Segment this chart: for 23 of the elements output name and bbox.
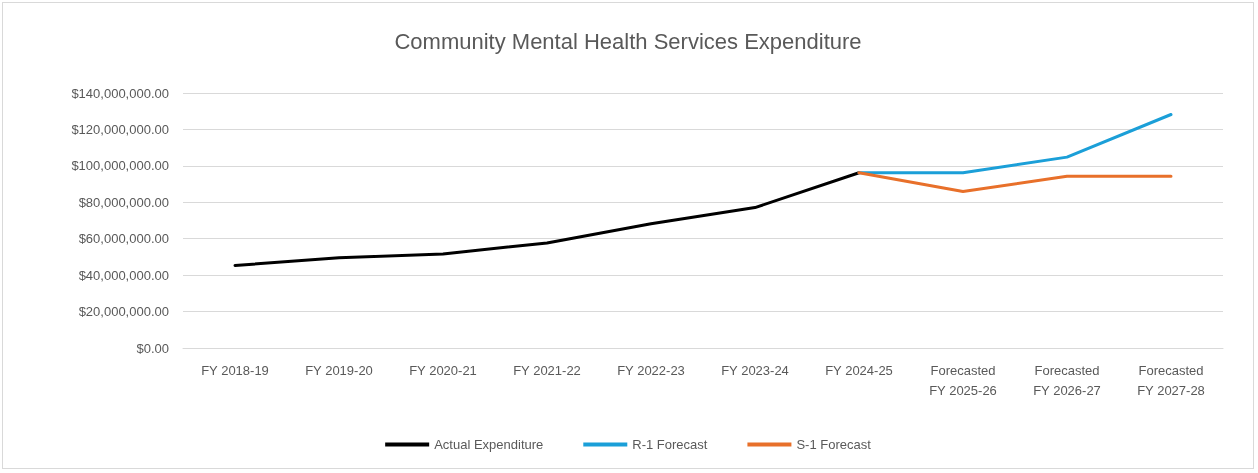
x-tick-label: FY 2023-24 xyxy=(721,362,789,378)
x-tick-label: FY 2020-21 xyxy=(409,362,477,378)
x-tick-label: FY 2018-19 xyxy=(201,362,269,378)
y-tick-label: $40,000,000.00 xyxy=(78,267,169,283)
y-tick-label: $140,000,000.00 xyxy=(71,85,169,101)
y-tick-label: $120,000,000.00 xyxy=(71,121,169,137)
y-tick-label: $80,000,000.00 xyxy=(78,194,169,210)
x-tick-label: FY 2022-23 xyxy=(617,362,685,378)
y-tick-label: $100,000,000.00 xyxy=(71,158,169,174)
legend-label: R-1 Forecast xyxy=(632,437,708,452)
x-tick-label: FY 2024-25 xyxy=(825,362,893,378)
y-tick-label: $0.00 xyxy=(136,340,169,356)
y-tick-label: $60,000,000.00 xyxy=(78,231,169,247)
y-tick-label: $20,000,000.00 xyxy=(78,304,169,320)
x-tick-label: FY 2019-20 xyxy=(305,362,373,378)
line-series xyxy=(233,171,861,267)
x-tick-label: Forecasted FY 2027-28 xyxy=(1137,362,1205,398)
x-tick-label: FY 2021-22 xyxy=(513,362,581,378)
legend-label: S-1 Forecast xyxy=(796,437,872,452)
x-tick-label: Forecasted FY 2025-26 xyxy=(929,362,997,398)
x-tick-label: Forecasted FY 2026-27 xyxy=(1033,362,1101,398)
legend-label: Actual Expenditure xyxy=(434,437,544,452)
chart-title: Community Mental Health Services Expenditure xyxy=(394,28,862,54)
